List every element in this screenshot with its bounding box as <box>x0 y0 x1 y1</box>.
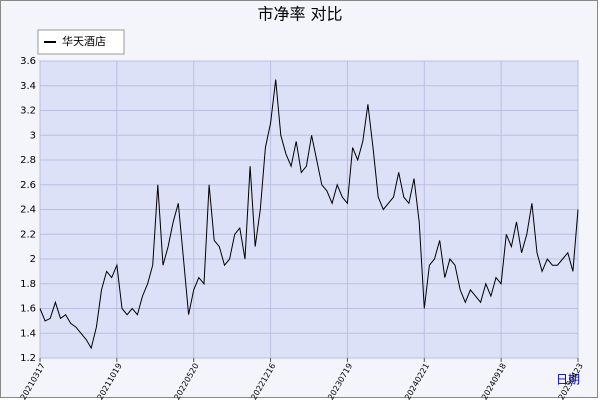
y-tick-label: 1.8 <box>20 279 36 290</box>
x-axis-label: 日期 <box>556 373 580 387</box>
y-tick-label: 1.4 <box>20 328 36 339</box>
y-tick-label: 3.4 <box>20 81 36 92</box>
y-tick-label: 3 <box>30 130 36 141</box>
chart-title: 市净率 对比 <box>257 5 342 24</box>
y-tick-label: 3.6 <box>20 56 36 67</box>
y-tick-label: 2.8 <box>20 155 36 166</box>
y-tick-label: 3.2 <box>20 106 36 117</box>
y-tick-label: 1.6 <box>20 304 36 315</box>
y-tick-label: 2.2 <box>20 229 36 240</box>
data-line <box>39 79 579 350</box>
legend-label: 华天酒店 <box>62 34 106 48</box>
y-tick-label: 2.4 <box>20 205 36 216</box>
y-tick-label: 1.2 <box>20 353 36 364</box>
y-tick-label: 2.6 <box>20 180 36 191</box>
y-tick-label: 2 <box>30 254 36 265</box>
